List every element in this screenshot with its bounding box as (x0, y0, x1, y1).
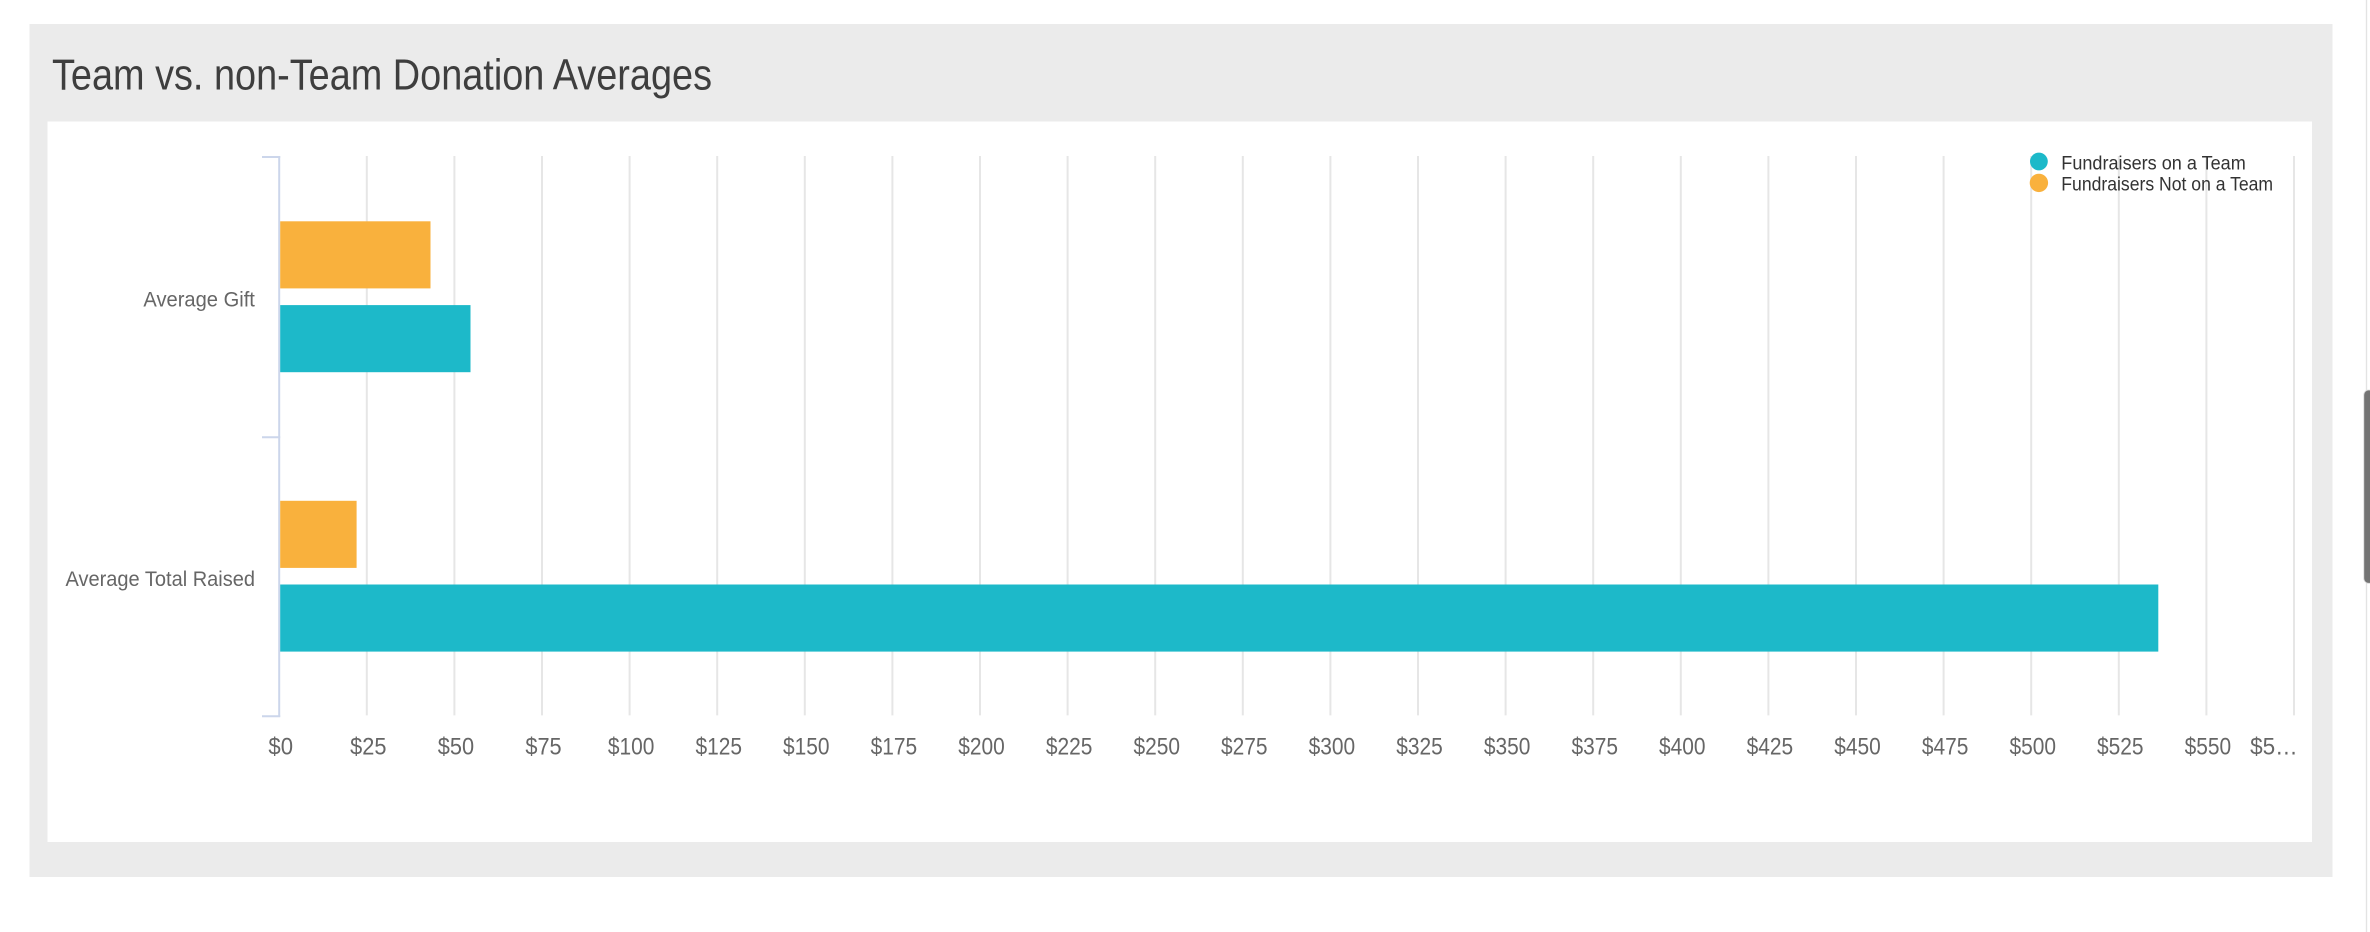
svg-text:$225: $225 (1046, 734, 1093, 761)
svg-text:$500: $500 (2009, 734, 2056, 761)
svg-text:$525: $525 (2097, 734, 2144, 761)
svg-text:$550: $550 (2185, 734, 2232, 761)
svg-text:Average Total Raised: Average Total Raised (66, 568, 256, 591)
svg-text:$25: $25 (350, 734, 386, 761)
svg-text:$200: $200 (958, 734, 1005, 761)
svg-text:$75: $75 (525, 734, 561, 761)
svg-text:$275: $275 (1221, 734, 1268, 761)
svg-text:$50: $50 (438, 734, 474, 761)
svg-text:$425: $425 (1747, 734, 1794, 761)
svg-text:$125: $125 (695, 734, 742, 761)
svg-text:$175: $175 (871, 734, 918, 761)
svg-text:$5…: $5… (2250, 734, 2298, 761)
svg-text:$150: $150 (783, 734, 830, 761)
svg-text:Average Gift: Average Gift (143, 288, 255, 311)
svg-text:Fundraisers Not on a Team: Fundraisers Not on a Team (2061, 175, 2273, 196)
svg-text:$375: $375 (1571, 734, 1618, 761)
svg-text:$325: $325 (1396, 734, 1443, 761)
svg-text:$350: $350 (1484, 734, 1531, 761)
svg-text:$100: $100 (608, 734, 655, 761)
svg-text:Team vs. non-Team Donation Ave: Team vs. non-Team Donation Averages (52, 50, 712, 99)
svg-text:$450: $450 (1834, 734, 1881, 761)
svg-text:$300: $300 (1309, 734, 1356, 761)
svg-text:$250: $250 (1133, 734, 1180, 761)
svg-text:$400: $400 (1659, 734, 1706, 761)
svg-text:$0: $0 (268, 734, 293, 761)
svg-text:$475: $475 (1922, 734, 1969, 761)
svg-text:Fundraisers on a Team: Fundraisers on a Team (2061, 153, 2246, 174)
